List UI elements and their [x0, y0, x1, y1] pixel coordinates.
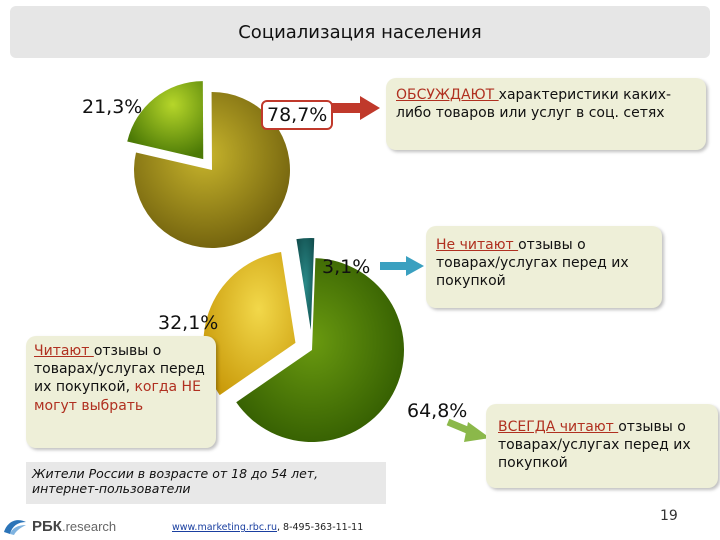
- note-discuss-highlight: ОБСУЖДАЮТ: [396, 87, 499, 103]
- phone-number: , 8-495-363-11-11: [277, 522, 364, 533]
- note-read-highlight: Читают: [34, 343, 94, 359]
- note-not-read-text: отзывы о товарах/услугах перед их покупк…: [436, 237, 629, 290]
- note-always-highlight: ВСЕГДА читают: [498, 419, 619, 435]
- slice-label-78-7: 78,7%: [261, 100, 334, 130]
- logo-suffix: .research: [61, 518, 117, 534]
- pie-slice-32-1: [203, 252, 296, 396]
- logo-text: РБК: [32, 517, 62, 535]
- slice-label-3-1: 3,1%: [322, 256, 371, 278]
- pie-chart-social-discussion: [127, 81, 291, 249]
- note-read-when-unsure: Читают отзывы о товарах/услугах перед их…: [26, 336, 216, 448]
- rbc-logo-icon: [4, 520, 26, 535]
- slice-label-32-1: 32,1%: [158, 312, 219, 334]
- slice-label-21-3: 21,3%: [82, 96, 143, 118]
- arrow-always-read: [446, 418, 490, 442]
- note-discuss: ОБСУЖДАЮТ характеристики каких-либо това…: [386, 78, 706, 150]
- note-not-read: Не читают отзывы о товарах/услугах перед…: [426, 226, 662, 308]
- page-number: 19: [660, 508, 678, 524]
- pie-slice-64-8: [236, 258, 404, 443]
- note-discuss-text: характеристики каких-либо товаров или ус…: [396, 87, 672, 122]
- page-title: Социализация населения: [238, 21, 482, 43]
- rbc-research-logo: РБК .research: [2, 516, 116, 536]
- arrow-not-read: [380, 256, 424, 276]
- pie-slice-21-3: [127, 81, 204, 160]
- note-read-text: отзывы о товарах/услугах перед их покупк…: [34, 343, 205, 396]
- arrow-discuss: [332, 96, 380, 120]
- pie-slice-3-1: [296, 238, 315, 331]
- note-read-highlight-2: когда НЕ могут выбрать: [34, 379, 201, 414]
- pie-slice-78-7: [133, 91, 291, 249]
- website-link[interactable]: www.marketing.rbc.ru: [172, 522, 277, 533]
- pie-chart-reviews: [203, 238, 404, 443]
- note-always-read: ВСЕГДА читают отзывы о товарах/услугах п…: [486, 404, 718, 488]
- note-not-read-highlight: Не читают: [436, 237, 519, 253]
- population-note: Жители России в возрасте от 18 до 54 лет…: [26, 462, 386, 504]
- note-always-text: отзывы о товарах/услугах перед их покупк…: [498, 419, 691, 472]
- contact-line: www.marketing.rbc.ru, 8-495-363-11-11: [172, 522, 363, 533]
- slice-label-64-8: 64,8%: [407, 400, 468, 422]
- title-bar: Социализация населения: [10, 6, 710, 58]
